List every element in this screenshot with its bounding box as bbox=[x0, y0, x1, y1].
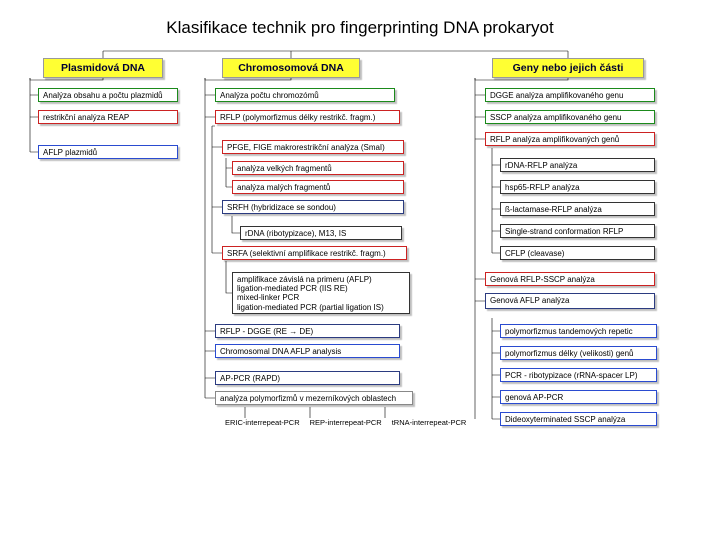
column-header: Chromosomová DNA bbox=[222, 58, 360, 78]
diagram-box: Chromosomal DNA AFLP analysis bbox=[215, 344, 400, 358]
diagram-box: PCR - ribotypizace (rRNA-spacer LP) bbox=[500, 368, 657, 382]
column-header: Plasmidová DNA bbox=[43, 58, 163, 78]
page-title: Klasifikace technik pro fingerprinting D… bbox=[0, 0, 720, 38]
footer-row: ERIC-interrepeat-PCR REP-interrepeat-PCR t… bbox=[225, 418, 466, 427]
diagram-box: Genová AFLP analýza bbox=[485, 293, 655, 309]
diagram-box: SSCP analýza amplifikovaného genu bbox=[485, 110, 655, 124]
diagram-box: polymorfizmus tandemových repetic bbox=[500, 324, 657, 338]
diagram-box: analýza malých fragmentů bbox=[232, 180, 404, 194]
diagram-box: Analýza počtu chromozómů bbox=[215, 88, 395, 102]
diagram-box: Analýza obsahu a počtu plazmidů bbox=[38, 88, 178, 102]
diagram-box: AFLP plazmidů bbox=[38, 145, 178, 159]
diagram-box: SRFH (hybridizace se sondou) bbox=[222, 200, 404, 214]
diagram-box: hsp65-RFLP analýza bbox=[500, 180, 655, 194]
footer-item: ERIC-interrepeat-PCR bbox=[225, 418, 300, 427]
diagram-box: RFLP - DGGE (RE → DE) bbox=[215, 324, 400, 338]
diagram-box: analýza velkých fragmentů bbox=[232, 161, 404, 175]
diagram-box: RFLP analýza amplifikovaných genů bbox=[485, 132, 655, 146]
diagram-box: DGGE analýza amplifikovaného genu bbox=[485, 88, 655, 102]
diagram-box: RFLP (polymorfizmus délky restrikč. frag… bbox=[215, 110, 400, 124]
diagram-box: PFGE, FIGE makrorestrikční analýza (SmaI… bbox=[222, 140, 404, 154]
footer-item: REP-interrepeat-PCR bbox=[310, 418, 382, 427]
diagram-box: polymorfizmus délky (velikosti) genů bbox=[500, 346, 657, 360]
diagram-box: analýza polymorfizmů v mezerníkových obl… bbox=[215, 391, 413, 405]
diagram-box: Dideoxyterminated SSCP analýza bbox=[500, 412, 657, 426]
diagram-box: rDNA-RFLP analýza bbox=[500, 158, 655, 172]
diagram-box: rDNA (ribotypizace), M13, IS bbox=[240, 226, 402, 240]
diagram-canvas: Plasmidová DNA Analýza obsahu a počtu pla… bbox=[0, 48, 720, 540]
diagram-box: SRFA (selektivní amplifikace restrikč. f… bbox=[222, 246, 407, 260]
diagram-box: CFLP (cleavase) bbox=[500, 246, 655, 260]
diagram-box: AP-PCR (RAPD) bbox=[215, 371, 400, 385]
diagram-box: Single-strand conformation RFLP bbox=[500, 224, 655, 238]
diagram-box: amplifikace závislá na primeru (AFLP) li… bbox=[232, 272, 410, 314]
diagram-box: genová AP-PCR bbox=[500, 390, 657, 404]
footer-item: tRNA-interrepeat-PCR bbox=[392, 418, 467, 427]
diagram-box: Genová RFLP-SSCP analýza bbox=[485, 272, 655, 286]
column-header: Geny nebo jejich části bbox=[492, 58, 644, 78]
diagram-box: restrikční analýza REAP bbox=[38, 110, 178, 124]
diagram-box: ß-lactamase-RFLP analýza bbox=[500, 202, 655, 216]
